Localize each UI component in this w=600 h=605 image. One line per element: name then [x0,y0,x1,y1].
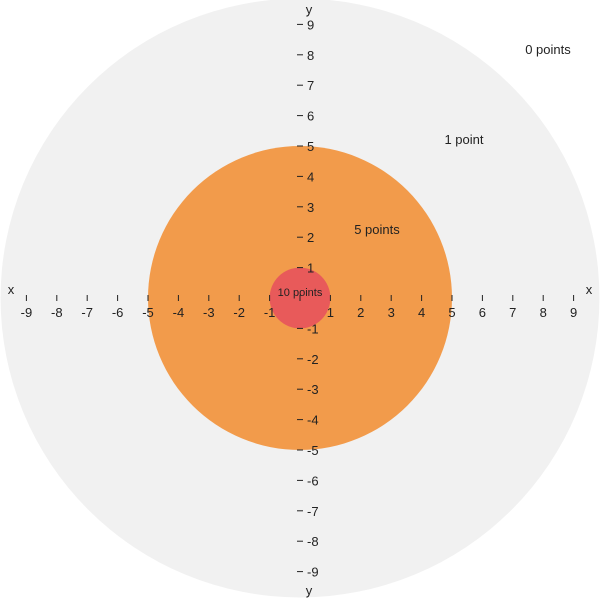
x-tick-label: -7 [81,305,93,320]
y-tick-label: 4 [307,169,314,184]
y-tick-label: 2 [307,230,314,245]
x-tick-label: -5 [142,305,154,320]
y-tick-label: -2 [307,352,319,367]
x-tick-label: -9 [21,305,33,320]
y-tick-label: 8 [307,48,314,63]
y-tick-label: 3 [307,200,314,215]
x-axis-label-left: x [8,282,15,297]
x-tick-label: 6 [479,305,486,320]
y-tick-label: -7 [307,504,319,519]
x-tick-label: 4 [418,305,425,320]
x-tick-label: -1 [264,305,276,320]
y-tick-label: -4 [307,413,319,428]
x-tick-label: -6 [112,305,124,320]
y-tick-label: -8 [307,534,319,549]
zone-label-1-point: 1 point [444,132,483,147]
y-tick-label: -3 [307,382,319,397]
zone-label-0-points: 0 points [525,42,571,57]
y-tick-label: 6 [307,109,314,124]
x-tick-label: 5 [448,305,455,320]
x-tick-label: 9 [570,305,577,320]
y-axis-label-top: y [306,2,313,17]
x-tick-label: -2 [233,305,245,320]
x-tick-label: 7 [509,305,516,320]
x-tick-label: 3 [388,305,395,320]
y-axis-label-bottom: y [306,583,313,598]
y-tick-label: -9 [307,565,319,580]
x-axis-label-right: x [586,282,593,297]
x-tick-label: -3 [203,305,215,320]
y-tick-label: 5 [307,139,314,154]
x-tick-label: 1 [327,305,334,320]
zone-label-10-points: 10 points [278,287,323,299]
y-tick-label: -1 [307,321,319,336]
x-tick-label: -8 [51,305,63,320]
y-tick-label: 9 [307,17,314,32]
y-tick-label: -6 [307,473,319,488]
y-tick-label: 7 [307,78,314,93]
zone-label-5-points: 5 points [354,222,400,237]
y-tick-label: 1 [307,261,314,276]
x-tick-label: 2 [357,305,364,320]
x-tick-label: 8 [540,305,547,320]
y-tick-label: -5 [307,443,319,458]
axis-ticks-group: -9 -9 -8 -8 -7 -7 -6 -6 -5 -5 -4 -4 -3 -3 -2 -2 -1 -1 1 1 2 2… [21,17,578,579]
x-tick-label: -4 [173,305,185,320]
